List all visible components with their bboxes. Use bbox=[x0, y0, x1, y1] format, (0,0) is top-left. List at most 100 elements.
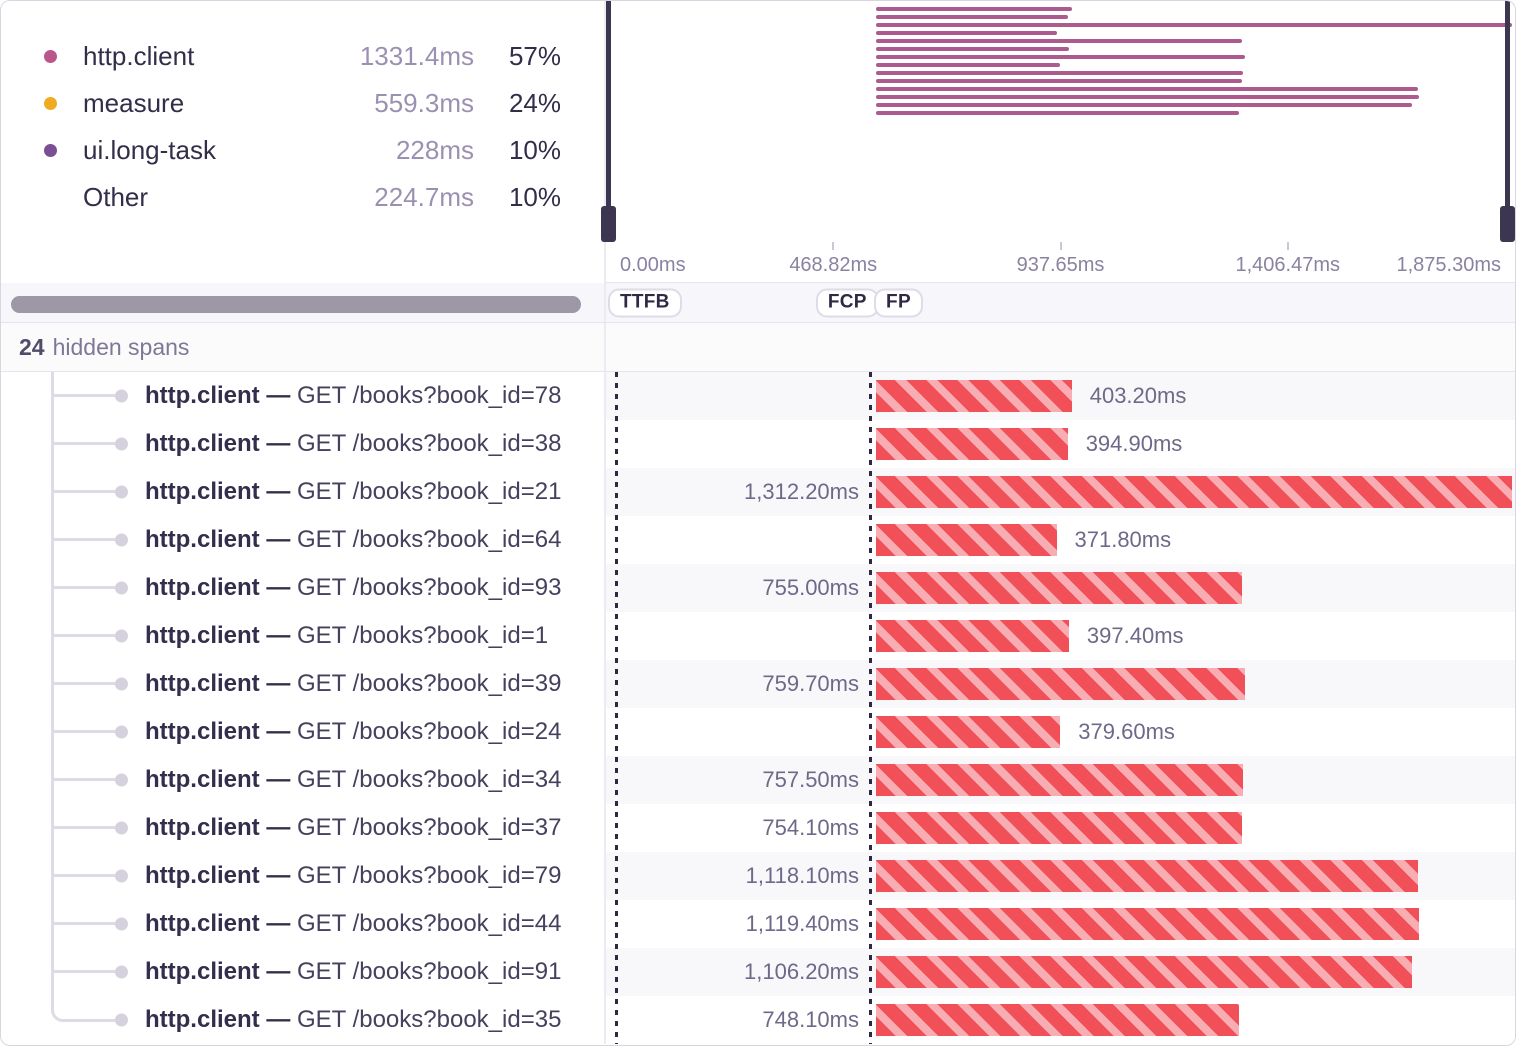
span-op: http.client bbox=[145, 526, 260, 553]
trace-minimap[interactable] bbox=[601, 1, 1515, 242]
tree-connector bbox=[51, 778, 115, 781]
vitals-badges: TTFB FCP FP bbox=[606, 283, 1515, 322]
axis-tick-label: 937.65ms bbox=[1016, 254, 1105, 276]
span-row-name[interactable]: http.client — GET /books?book_id=35 bbox=[1, 996, 604, 1044]
minimap-span-bar bbox=[876, 55, 1245, 59]
span-tree-dot bbox=[115, 437, 128, 451]
span-row-bar-track[interactable]: 371.80ms bbox=[606, 516, 1515, 564]
span-row-bar-track[interactable]: 397.40ms bbox=[606, 612, 1515, 660]
span-row-name[interactable]: http.client — GET /books?book_id=38 bbox=[1, 420, 604, 468]
span-duration-bar[interactable] bbox=[876, 524, 1057, 556]
axis-tick-label: 1,875.30ms bbox=[1396, 254, 1501, 276]
span-duration-bar[interactable] bbox=[876, 1004, 1239, 1036]
tree-connector bbox=[51, 826, 115, 829]
span-duration-label: 748.10ms bbox=[762, 1007, 859, 1032]
op-breakdown-legend: http.client 1331.4ms 57% measure 559.3ms 24% u… bbox=[1, 1, 606, 283]
span-duration-bar[interactable] bbox=[876, 620, 1069, 652]
span-row-bar-track[interactable]: 1,118.10ms bbox=[606, 852, 1515, 900]
span-op-separator: — bbox=[259, 1006, 297, 1033]
span-description: GET /books?book_id=64 bbox=[297, 526, 562, 553]
horizontal-scrollbar-thumb[interactable] bbox=[11, 296, 581, 313]
span-row-name[interactable]: http.client — GET /books?book_id=78 bbox=[1, 372, 604, 420]
vital-badge-fcp: FCP bbox=[815, 288, 879, 317]
span-duration-label: 403.20ms bbox=[1089, 383, 1187, 408]
legend-item-ui-long-task[interactable]: ui.long-task 228ms 10% bbox=[44, 127, 561, 174]
span-duration-bar[interactable] bbox=[876, 812, 1242, 844]
span-row-bar-track[interactable]: 1,119.40ms bbox=[606, 900, 1515, 948]
span-op-separator: — bbox=[259, 766, 297, 793]
legend-color-dot bbox=[44, 144, 57, 157]
span-duration-bar[interactable] bbox=[876, 716, 1061, 748]
span-duration-bar[interactable] bbox=[876, 668, 1245, 700]
span-op: http.client bbox=[145, 958, 260, 985]
span-row-bar-track[interactable]: 379.60ms bbox=[606, 708, 1515, 756]
span-description: GET /books?book_id=39 bbox=[297, 670, 562, 697]
span-duration-label: 1,106.20ms bbox=[744, 959, 859, 984]
legend-percentage: 24% bbox=[508, 88, 561, 118]
tree-connector bbox=[51, 490, 115, 493]
span-description: GET /books?book_id=44 bbox=[297, 910, 562, 937]
span-row-bar-track[interactable]: 759.70ms bbox=[606, 660, 1515, 708]
span-row-name[interactable]: http.client — GET /books?book_id=39 bbox=[1, 660, 604, 708]
span-duration-bar[interactable] bbox=[876, 572, 1243, 604]
span-duration-bar[interactable] bbox=[876, 380, 1072, 412]
span-duration-label: 379.60ms bbox=[1078, 719, 1175, 744]
span-tree-dot bbox=[115, 917, 128, 931]
span-tree-dot bbox=[115, 725, 128, 739]
span-row-bar-track[interactable]: 394.90ms bbox=[606, 420, 1515, 468]
span-tree-dot bbox=[115, 773, 128, 787]
span-duration-bar[interactable] bbox=[876, 956, 1413, 988]
names-scroll-track bbox=[1, 283, 606, 322]
legend-item-http-client[interactable]: http.client 1331.4ms 57% bbox=[44, 33, 561, 80]
span-row-name[interactable]: http.client — GET /books?book_id=44 bbox=[1, 900, 604, 948]
span-row-name[interactable]: http.client — GET /books?book_id=64 bbox=[1, 516, 604, 564]
legend-duration-value: 228ms bbox=[395, 135, 474, 165]
span-row-name[interactable]: http.client — GET /books?book_id=24 bbox=[1, 708, 604, 756]
span-row-bar-track[interactable]: 1,106.20ms bbox=[606, 948, 1515, 996]
minimap-right-handle[interactable] bbox=[1500, 1, 1515, 242]
span-row-name[interactable]: http.client — GET /books?book_id=1 bbox=[1, 612, 604, 660]
span-op-separator: — bbox=[259, 526, 297, 553]
legend-percentage: 10% bbox=[508, 135, 561, 165]
span-row-bar-track[interactable]: 757.50ms bbox=[606, 756, 1515, 804]
span-tree-dot bbox=[115, 869, 128, 883]
span-names-column: http.client — GET /books?book_id=78 http.… bbox=[1, 372, 606, 1044]
span-row-bar-track[interactable]: 403.20ms bbox=[606, 372, 1515, 420]
hidden-spans-row[interactable]: 24 hidden spans bbox=[1, 323, 1515, 372]
span-description: GET /books?book_id=78 bbox=[297, 382, 562, 409]
minimap-left-handle[interactable] bbox=[601, 1, 616, 242]
span-row-name[interactable]: http.client — GET /books?book_id=37 bbox=[1, 804, 604, 852]
hidden-spans-label: hidden spans bbox=[52, 333, 190, 360]
span-op: http.client bbox=[145, 766, 260, 793]
legend-item-other[interactable]: Other 224.7ms 10% bbox=[44, 174, 561, 221]
span-row-bar-track[interactable]: 754.10ms bbox=[606, 804, 1515, 852]
span-duration-bar[interactable] bbox=[876, 476, 1513, 508]
span-row-name[interactable]: http.client — GET /books?book_id=91 bbox=[1, 948, 604, 996]
span-row-bar-track[interactable]: 748.10ms bbox=[606, 996, 1515, 1044]
span-description: GET /books?book_id=1 bbox=[297, 622, 549, 649]
tree-connector bbox=[51, 538, 115, 541]
span-row-bar-track[interactable]: 755.00ms bbox=[606, 564, 1515, 612]
span-duration-bar[interactable] bbox=[876, 908, 1419, 940]
span-op: http.client bbox=[145, 814, 260, 841]
legend-item-measure[interactable]: measure 559.3ms 24% bbox=[44, 80, 561, 127]
span-duration-bar[interactable] bbox=[876, 428, 1068, 460]
minimap-right-grip[interactable] bbox=[1500, 206, 1515, 242]
axis-tick-label: 0.00ms bbox=[620, 254, 686, 276]
span-row-bar-track[interactable]: 1,312.20ms bbox=[606, 468, 1515, 516]
span-row-name[interactable]: http.client — GET /books?book_id=21 bbox=[1, 468, 604, 516]
minimap-span-bar bbox=[876, 47, 1069, 51]
span-row-name[interactable]: http.client — GET /books?book_id=93 bbox=[1, 564, 604, 612]
span-duration-bar[interactable] bbox=[876, 764, 1244, 796]
span-duration-bar[interactable] bbox=[876, 860, 1419, 892]
time-axis: 0.00ms 468.82ms 937.65ms 1,406.47ms 1,875.30… bbox=[606, 242, 1515, 283]
minimap-span-bar bbox=[876, 103, 1413, 107]
minimap-span-bar bbox=[876, 63, 1061, 67]
span-row-name[interactable]: http.client — GET /books?book_id=79 bbox=[1, 852, 604, 900]
span-row-name[interactable]: http.client — GET /books?book_id=34 bbox=[1, 756, 604, 804]
span-description: GET /books?book_id=21 bbox=[297, 478, 562, 505]
span-tree-dot bbox=[115, 389, 128, 403]
span-description: GET /books?book_id=91 bbox=[297, 958, 562, 985]
span-duration-label: 397.40ms bbox=[1086, 623, 1184, 648]
minimap-left-grip[interactable] bbox=[601, 206, 616, 242]
